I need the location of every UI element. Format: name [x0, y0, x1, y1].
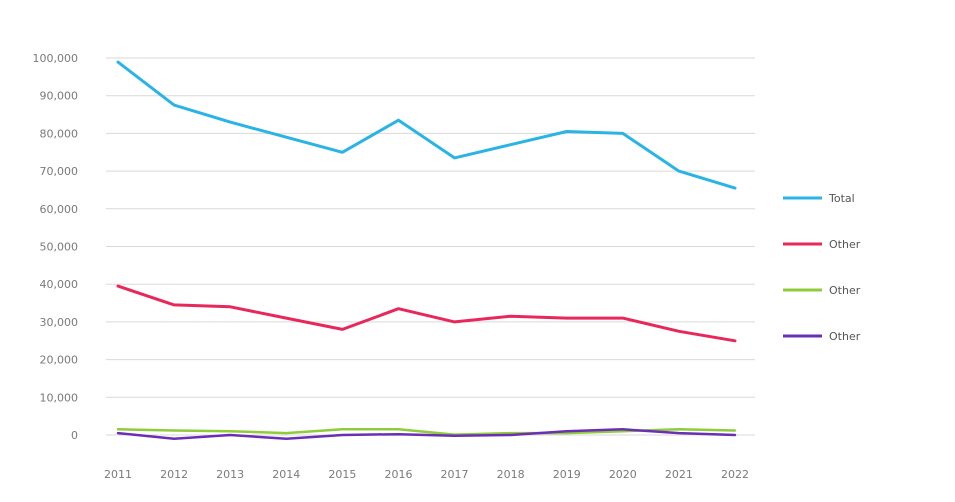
y-tick-label: 30,000 [40, 316, 79, 329]
x-tick-label: 2016 [384, 468, 412, 481]
x-tick-label: 2020 [609, 468, 637, 481]
series-lines [116, 60, 737, 441]
y-tick-label: 40,000 [40, 278, 79, 291]
x-tick-label: 2017 [441, 468, 469, 481]
x-tick-label: 2021 [665, 468, 693, 481]
x-tick-label: 2022 [721, 468, 749, 481]
x-tick-label: 2013 [216, 468, 244, 481]
y-tick-label: 100,000 [33, 52, 79, 65]
y-tick-label: 0 [71, 429, 78, 442]
x-tick-label: 2014 [272, 468, 300, 481]
y-axis: 0 10,000 20,000 30,000 40,000 50,000 60,000 70,… [33, 52, 79, 442]
y-tick-label: 70,000 [40, 165, 79, 178]
y-tick-label: 90,000 [40, 90, 79, 103]
legend-label: Other [829, 238, 861, 251]
gridlines [106, 57, 755, 436]
y-tick-label: 50,000 [40, 241, 79, 254]
y-tick-label: 80,000 [40, 127, 79, 140]
series-line-4 [116, 428, 737, 441]
x-tick-label: 2018 [497, 468, 525, 481]
legend-label: Other [829, 330, 861, 343]
y-tick-label: 10,000 [40, 391, 79, 404]
series-line-1 [116, 60, 737, 190]
y-tick-label: 20,000 [40, 354, 79, 367]
y-tick-label: 60,000 [40, 203, 79, 216]
legend: Total Other Other Other [783, 192, 861, 343]
legend-label: Total [828, 192, 855, 205]
x-tick-label: 2011 [104, 468, 132, 481]
series-line-2 [116, 284, 737, 343]
x-tick-label: 2019 [553, 468, 581, 481]
x-axis: 2011 2012 2013 2014 2015 2016 2017 2018 2019 2020… [104, 468, 749, 481]
x-tick-label: 2012 [160, 468, 188, 481]
x-tick-label: 2015 [328, 468, 356, 481]
legend-label: Other [829, 284, 861, 297]
